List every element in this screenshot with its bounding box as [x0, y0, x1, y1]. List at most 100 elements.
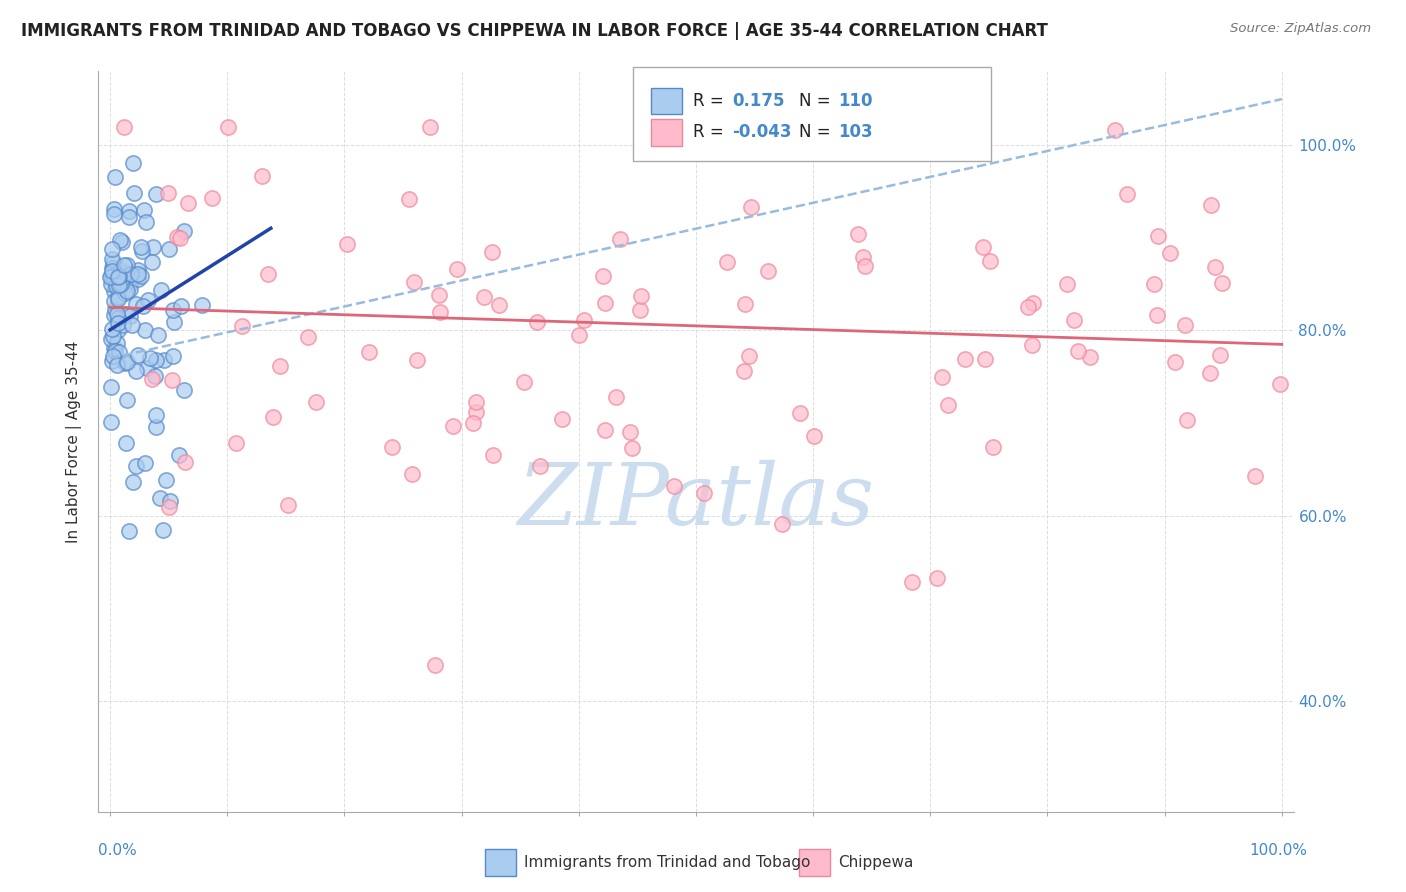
Point [173, 455, 195, 469]
Point [118, 282, 141, 296]
Text: 110: 110 [838, 92, 873, 110]
Point [936, 398, 959, 412]
Point [1159, 245, 1181, 260]
Point [146, 328, 169, 343]
Point [156, 186, 179, 201]
Point [103, 293, 125, 308]
Point [803, 429, 825, 443]
Point [117, 355, 139, 369]
Point [118, 524, 141, 539]
Point [900, 575, 922, 590]
Text: 103: 103 [838, 123, 873, 141]
Point [145, 408, 167, 422]
Text: N =: N = [799, 123, 835, 141]
Point [118, 277, 141, 292]
Point [257, 267, 280, 281]
Point [738, 349, 761, 363]
Point [851, 250, 873, 264]
Point [465, 395, 488, 409]
Point [141, 372, 163, 386]
Point [103, 202, 125, 217]
Point [125, 364, 148, 378]
Point [1146, 308, 1168, 322]
Point [605, 390, 627, 404]
Point [162, 315, 184, 329]
Point [100, 322, 122, 336]
Point [482, 448, 505, 462]
Point [159, 494, 181, 508]
Point [1066, 343, 1088, 358]
Point [125, 458, 148, 473]
Point [593, 296, 616, 310]
Point [1056, 277, 1078, 291]
Point [262, 410, 284, 425]
Point [481, 245, 503, 260]
Point [231, 319, 253, 334]
Point [167, 448, 190, 462]
Point [1244, 469, 1267, 483]
Point [122, 475, 145, 489]
Point [103, 342, 125, 356]
Point [104, 344, 127, 359]
Point [107, 323, 129, 337]
Point [110, 277, 132, 291]
Point [100, 415, 122, 429]
Point [131, 240, 153, 254]
Point [305, 395, 328, 409]
Point [107, 270, 129, 285]
Point [297, 330, 319, 344]
Point [143, 369, 166, 384]
Point [953, 352, 976, 367]
Point [1147, 228, 1170, 243]
Text: Chippewa: Chippewa [838, 855, 914, 870]
Point [1209, 348, 1232, 362]
Point [423, 658, 446, 673]
Point [972, 239, 994, 253]
Point [149, 283, 172, 297]
Point [157, 242, 180, 256]
Point [142, 240, 165, 254]
Point [733, 364, 755, 378]
Point [131, 244, 153, 258]
Point [120, 309, 142, 323]
Point [129, 268, 152, 283]
Point [1021, 337, 1043, 351]
Point [115, 284, 138, 298]
Point [173, 224, 195, 238]
Point [429, 304, 451, 318]
Point [177, 195, 200, 210]
Point [756, 264, 779, 278]
Point [100, 332, 122, 346]
Point [118, 203, 141, 218]
Point [108, 344, 131, 359]
Point [100, 277, 122, 292]
Point [925, 571, 948, 585]
Point [931, 369, 953, 384]
Point [173, 383, 195, 397]
Point [664, 479, 686, 493]
Point [114, 267, 136, 281]
Point [1022, 295, 1045, 310]
Point [166, 229, 188, 244]
Point [111, 273, 134, 287]
Point [277, 498, 299, 512]
Point [114, 356, 136, 370]
Point [107, 292, 129, 306]
Point [103, 284, 125, 298]
Text: 100.0%: 100.0% [1250, 843, 1308, 858]
Point [136, 293, 159, 307]
Point [853, 259, 876, 273]
Point [100, 242, 122, 256]
Point [153, 353, 176, 368]
Point [357, 345, 380, 359]
Text: Source: ZipAtlas.com: Source: ZipAtlas.com [1230, 22, 1371, 36]
Point [513, 375, 536, 389]
Point [120, 267, 142, 281]
Point [131, 299, 153, 313]
Point [111, 318, 134, 332]
Point [441, 419, 464, 434]
Text: -0.043: -0.043 [733, 123, 792, 141]
Point [446, 262, 468, 277]
Point [404, 275, 426, 289]
Point [114, 307, 136, 321]
